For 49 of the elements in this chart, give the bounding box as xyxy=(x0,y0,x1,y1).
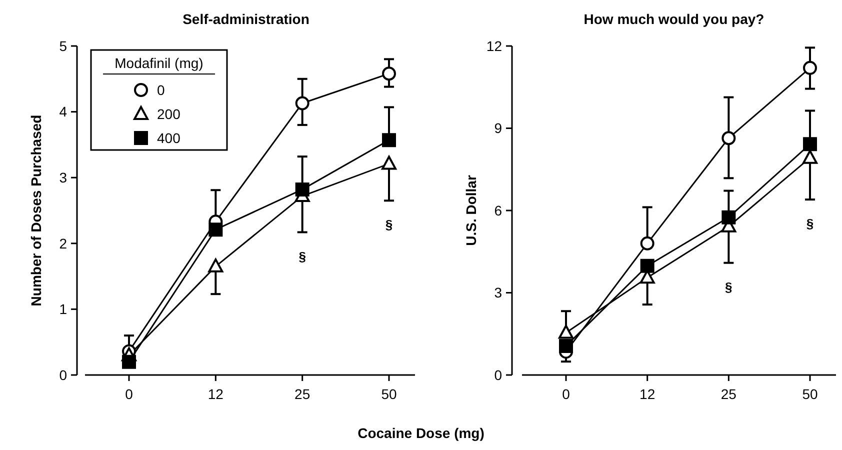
point xyxy=(122,354,136,369)
y-tick-label: 6 xyxy=(494,202,502,218)
y-tick-label: 4 xyxy=(59,104,68,120)
point xyxy=(559,338,573,353)
point xyxy=(803,60,817,75)
point xyxy=(640,236,654,250)
y-tick-label: 3 xyxy=(494,284,502,301)
annotation: § xyxy=(725,279,732,294)
point xyxy=(295,182,310,196)
x-tick-label: 12 xyxy=(208,386,224,402)
y-tick-label: 0 xyxy=(59,366,68,383)
x-tick-label: 25 xyxy=(294,386,310,402)
y-tick-label: 3 xyxy=(59,170,68,186)
y-tick-label: 2 xyxy=(59,235,68,252)
chart-title: How much would you pay? xyxy=(584,11,764,27)
x-tick-label: 50 xyxy=(802,386,818,402)
annotation: § xyxy=(298,248,306,264)
y-axis-title: U.S. Dollar xyxy=(463,174,479,246)
point xyxy=(722,131,736,146)
point xyxy=(382,66,396,81)
point xyxy=(208,258,224,272)
y-tick-label: 0 xyxy=(494,366,502,383)
chart-title: Self-administration xyxy=(182,11,310,27)
point xyxy=(640,258,654,273)
point xyxy=(558,324,574,339)
y-tick-label: 5 xyxy=(59,38,68,54)
x-tick-label: 25 xyxy=(720,386,737,402)
y-tick-label: 12 xyxy=(486,38,502,54)
point xyxy=(803,137,817,152)
point xyxy=(382,156,396,170)
legend-title: Modafinil (mg) xyxy=(114,55,204,71)
y-axis-title: Number of Doses Purchased xyxy=(28,114,44,306)
annotation: § xyxy=(385,217,393,232)
y-tick-label: 9 xyxy=(494,120,502,136)
point xyxy=(295,96,310,110)
x-tick-label: 50 xyxy=(381,386,397,402)
point xyxy=(722,210,736,224)
point xyxy=(802,150,818,164)
legend-label: 0 xyxy=(157,82,165,98)
point xyxy=(208,222,223,237)
annotation: § xyxy=(806,216,814,232)
x-tick-label: 12 xyxy=(640,386,656,402)
point xyxy=(382,133,396,148)
legend-label: 200 xyxy=(157,106,181,122)
legend-label: 400 xyxy=(157,130,181,146)
y-tick-label: 1 xyxy=(59,301,68,318)
x-tick-label: 0 xyxy=(125,386,134,402)
x-axis-title: Cocaine Dose (mg) xyxy=(358,425,484,441)
x-tick-label: 0 xyxy=(562,386,570,402)
